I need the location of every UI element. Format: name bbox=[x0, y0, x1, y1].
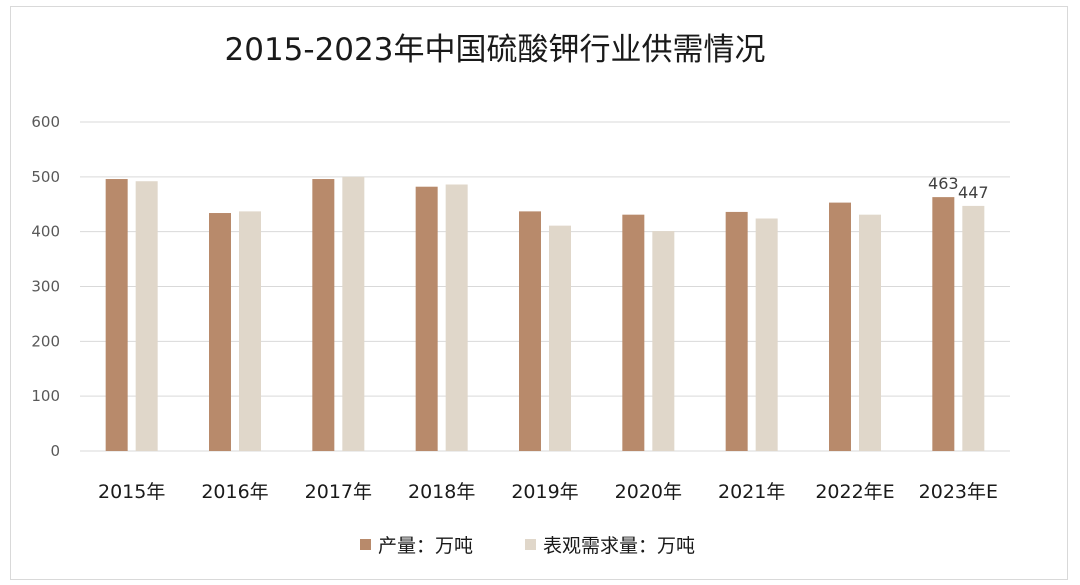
bar-demand bbox=[549, 225, 571, 451]
bar-demand bbox=[135, 181, 158, 451]
legend-swatch bbox=[525, 539, 536, 550]
bar-demand bbox=[239, 211, 261, 451]
bar-production bbox=[415, 186, 438, 451]
x-tick-label: 2021年 bbox=[718, 481, 785, 503]
data-label: 447 bbox=[958, 183, 989, 202]
y-tick-label: 600 bbox=[31, 113, 60, 131]
legend-label: 产量：万吨 bbox=[378, 535, 473, 557]
x-tick-label: 2015年 bbox=[98, 481, 165, 503]
bar-production bbox=[519, 211, 541, 451]
bar-demand bbox=[755, 218, 778, 451]
bar-production bbox=[725, 211, 748, 451]
x-tick-label: 2019年 bbox=[511, 481, 578, 503]
x-tick-label: 2020年 bbox=[615, 481, 682, 503]
bar-production bbox=[829, 202, 851, 451]
y-tick-label: 100 bbox=[31, 387, 60, 405]
y-tick-label: 500 bbox=[31, 168, 60, 186]
legend-label: 表观需求量：万吨 bbox=[543, 535, 695, 557]
chart-title: 2015-2023年中国硫酸钾行业供需情况 bbox=[225, 32, 766, 68]
y-tick-label: 200 bbox=[31, 332, 60, 350]
bar-demand bbox=[962, 205, 985, 451]
x-tick-label: 2022年E bbox=[815, 481, 894, 503]
x-tick-label: 2018年 bbox=[408, 481, 475, 503]
y-tick-label: 0 bbox=[50, 442, 60, 460]
bar-production bbox=[312, 179, 335, 451]
x-tick-label: 2017年 bbox=[305, 481, 372, 503]
data-label: 463 bbox=[928, 174, 959, 193]
legend-swatch bbox=[360, 539, 371, 550]
bar-production bbox=[105, 179, 128, 451]
bar-demand bbox=[652, 231, 675, 451]
bar-demand bbox=[859, 214, 881, 451]
x-tick-label: 2023年E bbox=[919, 481, 998, 503]
x-tick-label: 2016年 bbox=[201, 481, 268, 503]
bar-demand bbox=[342, 176, 365, 452]
bar-production bbox=[209, 213, 231, 451]
y-tick-label: 300 bbox=[31, 278, 60, 296]
bar-production bbox=[932, 197, 955, 451]
bar-demand bbox=[445, 184, 468, 451]
y-tick-label: 400 bbox=[31, 223, 60, 241]
bar-production bbox=[622, 214, 645, 451]
